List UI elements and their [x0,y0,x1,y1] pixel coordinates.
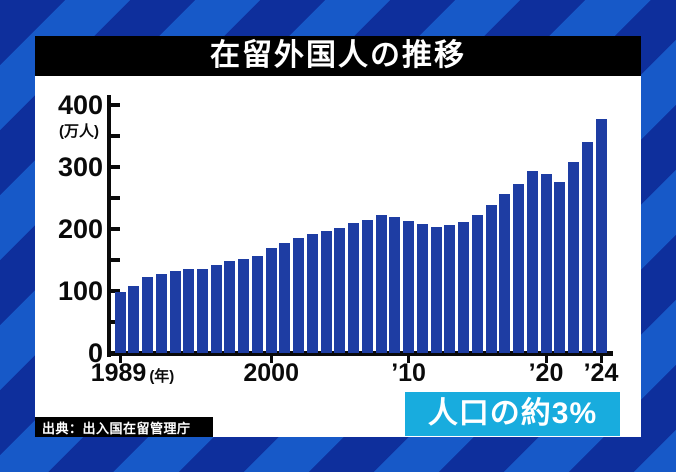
bar [306,234,318,353]
y-axis-tick [110,196,120,200]
bar [361,219,373,353]
x-axis-tick [269,356,273,363]
y-axis-tick [110,134,120,138]
y-axis-unit-label: (万人) [59,123,99,140]
y-axis-line [107,95,111,357]
y-axis-tick [110,289,120,293]
y-axis-label: 300 [57,152,103,182]
bar [224,261,236,353]
bar [265,248,277,353]
x-axis-tick [407,356,411,363]
y-axis-label: 400 [57,90,103,120]
bar [142,277,153,353]
x-axis-tick [118,356,122,363]
bar [320,230,332,353]
bar [128,286,140,353]
bar [513,183,524,353]
bar [430,227,442,353]
population-share-badge: 人口の約3% [405,392,620,436]
x-axis-label-text: 2000 [243,359,299,387]
bar-chart: (万人) 400 300 200 100 0 1989 (年) 2000 ’10 ’20 ’24 [35,36,641,437]
bar [416,224,428,353]
y-axis-label: 200 [57,214,103,244]
x-axis-label: 2000 [201,359,341,388]
bar [499,194,511,353]
bar [554,181,566,353]
x-axis-label: ’20 [476,359,616,388]
bar [238,259,250,353]
bar [183,269,195,353]
bar [540,173,552,353]
source-text: 出典：出入国在留管理庁 [42,420,191,436]
bar [293,238,305,353]
y-axis-tick [110,165,120,169]
bar [526,171,538,353]
bar [444,224,456,353]
bar [389,217,401,353]
y-axis-tick [110,227,120,231]
x-axis-label-text: ’10 [391,359,426,387]
source-bar: 出典：出入国在留管理庁 [35,417,213,437]
x-axis-label-text: ’20 [528,359,564,387]
bar [114,292,126,353]
bar [197,268,208,353]
bar [375,215,387,353]
bar [471,214,483,353]
x-axis-label-text: ’24 [583,359,619,387]
y-axis-tick [110,103,120,107]
x-axis-label-text: 1989 [90,359,147,387]
chart-title-bar: 在留外国人の推移 [35,36,641,76]
x-axis-tick [544,356,548,363]
bar [595,119,607,353]
bar [403,220,415,353]
x-axis-label: ’24 [531,359,671,388]
bar [169,271,181,353]
bar [458,221,470,353]
y-axis-label: 0 [87,338,103,368]
bar [334,228,346,353]
x-axis-label: 1989 (年) [90,359,175,387]
chart-title: 在留外国人の推移 [210,39,466,72]
bar [348,223,360,353]
bar [279,242,291,353]
x-axis-line [107,351,613,356]
badge-text: 人口の約3% [427,397,598,430]
y-axis-label: 100 [57,276,103,306]
bar [485,205,497,353]
x-axis-label: ’10 [339,359,479,388]
y-axis-tick [110,258,120,262]
x-axis-tick [599,356,603,363]
bar [251,256,263,353]
chart-card: 在留外国人の推移 (万人) 400 300 200 100 0 1989 (年) 2000 ’… [35,36,641,437]
bar [210,265,222,353]
bar [155,273,167,353]
bar [581,141,593,353]
bar [568,162,579,353]
